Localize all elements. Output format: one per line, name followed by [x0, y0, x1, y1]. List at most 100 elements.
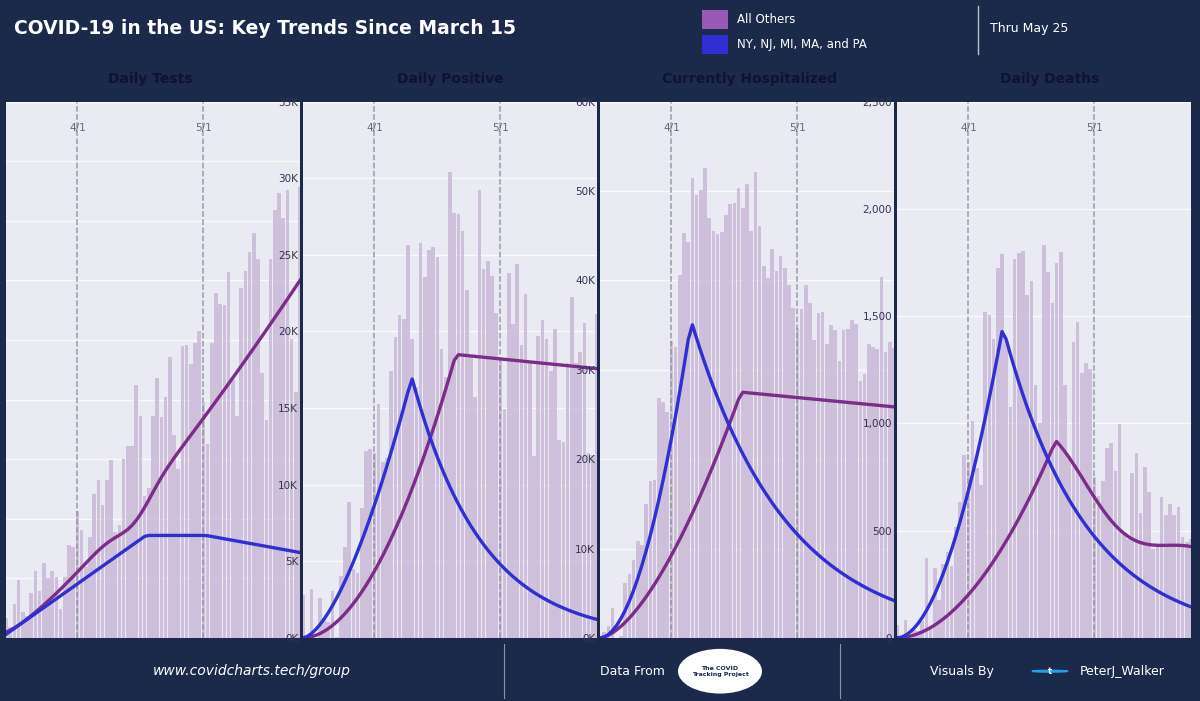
Bar: [1080, 372, 1084, 638]
Text: The COVID
Tracking Project: The COVID Tracking Project: [691, 666, 749, 676]
Text: Daily Deaths: Daily Deaths: [1001, 72, 1099, 86]
Bar: [666, 411, 668, 638]
Bar: [1013, 259, 1016, 638]
Bar: [1177, 507, 1180, 638]
Bar: [895, 625, 899, 638]
Bar: [821, 312, 824, 638]
Bar: [50, 571, 54, 638]
Bar: [1018, 253, 1020, 638]
Bar: [1097, 496, 1100, 638]
Bar: [695, 195, 698, 638]
Bar: [871, 347, 875, 638]
Bar: [767, 278, 769, 638]
Bar: [937, 599, 941, 638]
Bar: [959, 501, 961, 638]
Bar: [114, 531, 116, 638]
Bar: [1144, 467, 1146, 638]
Bar: [1034, 385, 1037, 638]
Bar: [394, 337, 397, 638]
Bar: [595, 314, 599, 638]
Text: 4/1: 4/1: [664, 123, 679, 133]
Bar: [712, 231, 715, 638]
Bar: [602, 632, 606, 638]
Bar: [340, 576, 342, 638]
Bar: [1060, 252, 1062, 638]
Text: Data From: Data From: [600, 665, 665, 678]
Bar: [1160, 497, 1163, 638]
Bar: [34, 571, 37, 638]
Bar: [323, 618, 325, 638]
Bar: [884, 353, 887, 638]
Bar: [173, 435, 175, 638]
Bar: [737, 189, 740, 638]
Bar: [520, 346, 523, 638]
Bar: [562, 442, 565, 638]
Bar: [678, 275, 682, 638]
Bar: [775, 271, 778, 638]
Bar: [1114, 471, 1117, 638]
Bar: [457, 214, 460, 638]
Bar: [274, 210, 276, 638]
Bar: [72, 547, 74, 638]
Bar: [524, 294, 527, 638]
Bar: [829, 325, 833, 638]
Bar: [134, 385, 138, 638]
Bar: [97, 480, 100, 638]
Bar: [541, 320, 544, 638]
Bar: [181, 346, 184, 638]
Bar: [838, 361, 841, 638]
Bar: [106, 480, 108, 638]
Bar: [658, 397, 660, 638]
Bar: [1001, 254, 1003, 638]
Bar: [804, 285, 808, 638]
Bar: [566, 363, 569, 638]
Bar: [934, 568, 936, 638]
Bar: [834, 330, 836, 638]
Bar: [800, 309, 803, 638]
Bar: [570, 297, 574, 638]
Bar: [1068, 459, 1070, 638]
Bar: [683, 233, 685, 638]
Bar: [64, 577, 66, 638]
Text: 4/1: 4/1: [70, 123, 85, 133]
Bar: [402, 319, 406, 638]
Bar: [491, 276, 493, 638]
Bar: [1172, 515, 1176, 638]
Bar: [691, 179, 694, 638]
Bar: [670, 341, 673, 638]
Bar: [644, 504, 648, 638]
Bar: [779, 257, 782, 638]
Bar: [649, 481, 652, 638]
Bar: [528, 361, 532, 638]
Bar: [440, 349, 443, 638]
Bar: [720, 232, 724, 638]
Bar: [469, 355, 473, 638]
Text: Thru May 25: Thru May 25: [990, 22, 1068, 35]
Bar: [1169, 504, 1171, 638]
Bar: [215, 294, 217, 638]
Bar: [385, 458, 389, 638]
Bar: [587, 453, 590, 638]
Bar: [1046, 272, 1050, 638]
Bar: [198, 332, 200, 638]
Bar: [725, 215, 727, 638]
Bar: [1038, 423, 1042, 638]
Bar: [139, 416, 142, 638]
Bar: [967, 461, 970, 638]
Bar: [360, 508, 364, 638]
FancyBboxPatch shape: [702, 10, 728, 29]
Bar: [863, 374, 866, 638]
Bar: [558, 440, 560, 638]
Bar: [176, 469, 180, 638]
Bar: [1105, 449, 1109, 638]
Bar: [880, 277, 883, 638]
Bar: [461, 231, 464, 638]
Bar: [796, 328, 799, 638]
Bar: [432, 247, 434, 638]
Bar: [452, 213, 456, 638]
Bar: [335, 637, 338, 638]
Text: t: t: [1048, 667, 1052, 676]
Bar: [728, 204, 732, 638]
Bar: [232, 380, 234, 638]
Bar: [925, 558, 928, 638]
